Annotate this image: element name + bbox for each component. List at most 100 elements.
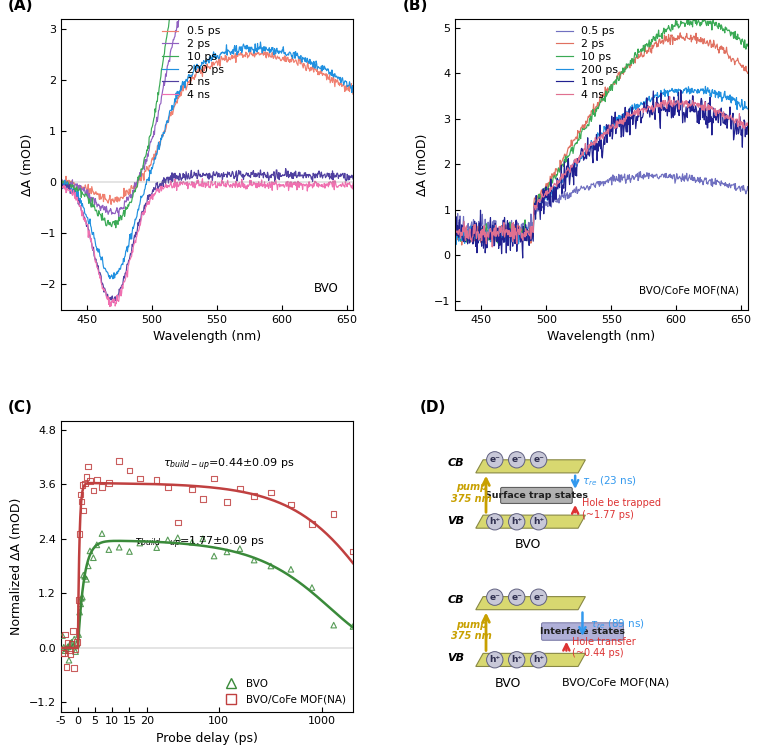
Point xyxy=(91,474,103,486)
Point xyxy=(150,541,162,553)
Point xyxy=(102,477,115,489)
200 ps xyxy=(737,95,746,104)
Text: BVO/CoFe MOF(NA): BVO/CoFe MOF(NA) xyxy=(639,285,739,295)
10 ps xyxy=(56,174,65,183)
Point xyxy=(80,573,93,585)
Point xyxy=(60,661,72,673)
1 ns xyxy=(676,86,685,95)
1 ns xyxy=(625,130,635,139)
Legend: BVO, BVO/CoFe MOF(NA): BVO, BVO/CoFe MOF(NA) xyxy=(223,677,348,706)
Text: (B): (B) xyxy=(403,0,428,13)
Text: pump
375 nm: pump 375 nm xyxy=(451,483,492,504)
1 ns xyxy=(609,114,619,123)
2 ps xyxy=(743,69,752,78)
Point xyxy=(77,591,89,603)
Point xyxy=(328,508,340,520)
Polygon shape xyxy=(476,654,585,666)
Text: $\tau_{re}$ (23 ns): $\tau_{re}$ (23 ns) xyxy=(582,475,638,489)
4 ns xyxy=(216,181,225,191)
Line: 2 ps: 2 ps xyxy=(455,33,748,245)
Point xyxy=(347,545,359,557)
10 ps xyxy=(493,239,502,248)
Point xyxy=(67,625,79,637)
Point xyxy=(248,489,260,501)
Line: 200 ps: 200 ps xyxy=(455,87,748,245)
200 ps xyxy=(691,86,700,95)
Point xyxy=(73,594,85,606)
Text: CB: CB xyxy=(448,595,464,605)
1 ns xyxy=(196,169,205,178)
10 ps xyxy=(592,107,601,116)
Point xyxy=(208,550,220,562)
1 ns xyxy=(297,171,306,180)
Text: BVO: BVO xyxy=(313,282,339,295)
200 ps xyxy=(297,57,306,66)
Point xyxy=(58,642,70,654)
Text: $\tau_{build-up}$=0.44$\pm$0.09 ps: $\tau_{build-up}$=0.44$\pm$0.09 ps xyxy=(163,456,294,473)
Legend: 0.5 ps, 2 ps, 10 ps, 200 ps, 1 ns, 4 ns: 0.5 ps, 2 ps, 10 ps, 200 ps, 1 ns, 4 ns xyxy=(554,24,621,102)
200 ps xyxy=(348,84,357,93)
2 ps xyxy=(114,212,123,221)
Point xyxy=(74,528,86,540)
2 ps xyxy=(342,0,351,8)
Point xyxy=(79,571,91,583)
200 ps xyxy=(451,224,460,233)
1 ns xyxy=(451,235,460,244)
X-axis label: Probe delay (ps): Probe delay (ps) xyxy=(156,732,258,745)
200 ps xyxy=(56,176,65,185)
0.5 ps xyxy=(609,172,619,181)
Text: Hole be trapped
(~1.77 ps): Hole be trapped (~1.77 ps) xyxy=(582,498,661,520)
200 ps xyxy=(701,82,710,91)
Point xyxy=(186,483,198,495)
Point xyxy=(74,489,87,501)
Text: (A): (A) xyxy=(8,0,33,13)
4 ns xyxy=(56,185,65,194)
Text: BVO/CoFe MOF(NA): BVO/CoFe MOF(NA) xyxy=(562,677,669,687)
2 ps xyxy=(676,29,685,38)
Text: e⁻: e⁻ xyxy=(490,593,500,602)
Line: 2 ps: 2 ps xyxy=(61,0,353,217)
Point xyxy=(77,569,90,581)
Text: pump
375 nm: pump 375 nm xyxy=(451,620,492,642)
Point xyxy=(221,546,233,558)
Point xyxy=(186,536,198,548)
Text: e⁻: e⁻ xyxy=(512,456,522,465)
4 ns xyxy=(198,174,207,183)
200 ps xyxy=(109,274,118,283)
4 ns xyxy=(196,179,205,188)
Point xyxy=(197,493,209,505)
Point xyxy=(71,636,83,648)
Point xyxy=(248,554,260,566)
Circle shape xyxy=(487,514,503,530)
200 ps xyxy=(197,58,206,67)
1 ns xyxy=(348,175,357,184)
10 ps xyxy=(737,35,746,44)
Point xyxy=(113,455,125,467)
1 ns xyxy=(56,179,65,188)
10 ps xyxy=(451,230,460,239)
Point xyxy=(306,518,318,530)
4 ns xyxy=(231,177,241,186)
1 ns xyxy=(518,254,528,263)
Text: VB: VB xyxy=(447,654,464,663)
Point xyxy=(60,643,72,655)
2 ps xyxy=(591,105,600,114)
Text: Hole transfer
(~0.44 ps): Hole transfer (~0.44 ps) xyxy=(572,637,636,658)
Point xyxy=(285,563,297,575)
Point xyxy=(65,636,77,648)
Circle shape xyxy=(487,651,503,668)
Point xyxy=(75,495,87,508)
Line: 4 ns: 4 ns xyxy=(455,96,748,247)
Point xyxy=(285,498,297,511)
Text: CB: CB xyxy=(448,458,464,468)
Point xyxy=(84,545,96,557)
Point xyxy=(234,483,246,495)
Point xyxy=(306,581,318,593)
0.5 ps xyxy=(625,175,635,184)
200 ps xyxy=(215,53,224,62)
Point xyxy=(124,545,136,557)
Text: h⁺: h⁺ xyxy=(533,517,544,526)
Text: e⁻: e⁻ xyxy=(533,456,544,465)
0.5 ps xyxy=(106,200,115,209)
Circle shape xyxy=(509,589,525,605)
